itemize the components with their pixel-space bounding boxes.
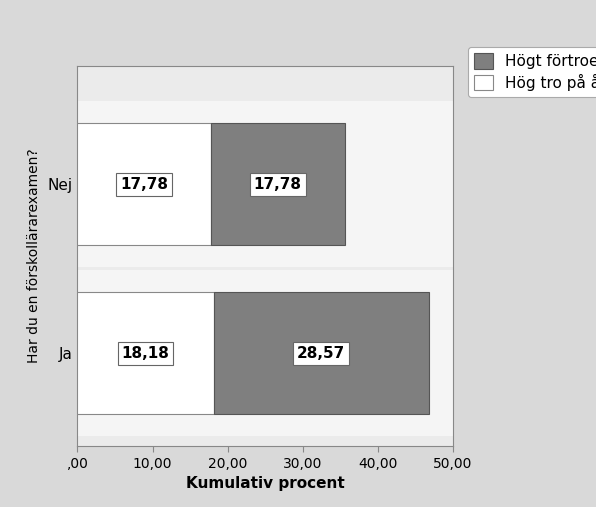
Bar [77,101,453,267]
Bar [77,293,214,414]
Text: 17,78: 17,78 [254,177,302,192]
Bar [77,270,453,436]
Legend: Högt förtroende, Hög tro på återkoppling: Högt förtroende, Hög tro på återkoppling [468,47,596,97]
Text: 18,18: 18,18 [122,346,170,360]
X-axis label: Kumulativ procent: Kumulativ procent [186,476,344,491]
Y-axis label: Har du en förskollärarexamen?: Har du en förskollärarexamen? [27,149,41,364]
Bar [211,123,344,245]
Bar [77,123,211,245]
Text: 28,57: 28,57 [297,346,346,360]
Bar [214,293,429,414]
Text: 17,78: 17,78 [120,177,168,192]
